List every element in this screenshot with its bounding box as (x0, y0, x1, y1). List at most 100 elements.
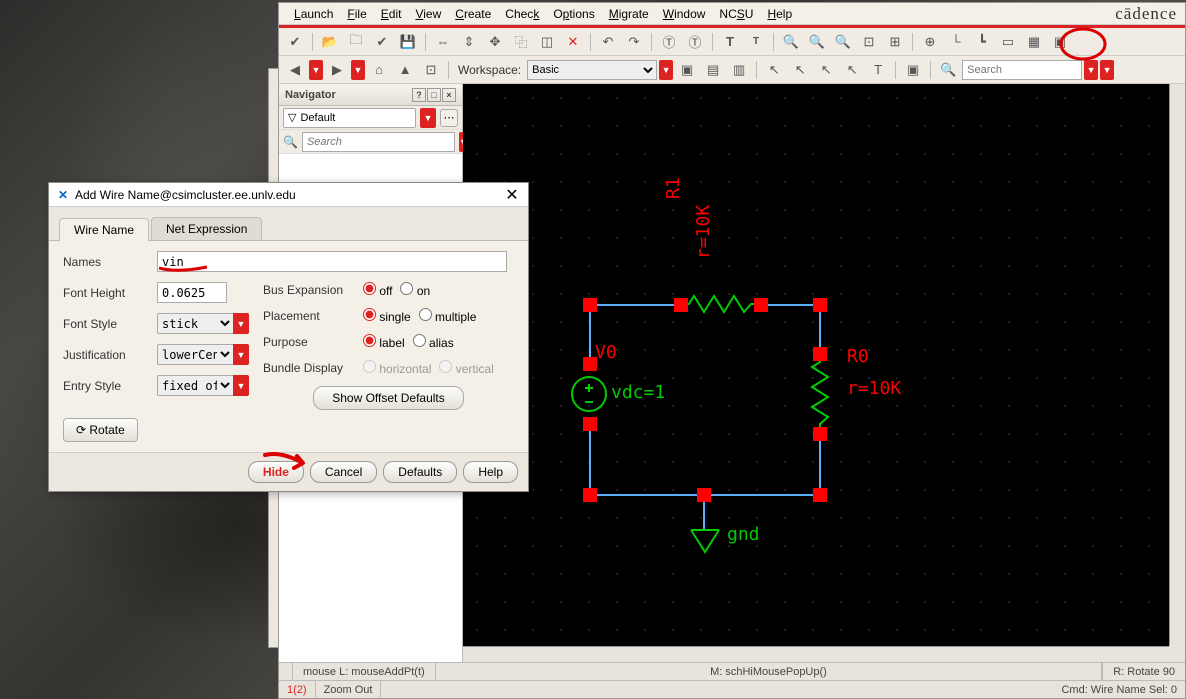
menu-help[interactable]: Help (760, 5, 799, 23)
node[interactable] (583, 298, 597, 312)
navigator-filter-dd[interactable]: ▼ (420, 108, 436, 128)
tb-ws-a-icon[interactable]: ▣ (675, 59, 699, 81)
placement-single-radio[interactable]: single (363, 308, 411, 324)
tb-pin-icon[interactable]: ⊕ (918, 31, 942, 53)
justification-select[interactable]: lowerCenter (157, 344, 233, 365)
entrystyle-dd-icon[interactable]: ▼ (233, 375, 249, 396)
tb-label-icon[interactable]: ▭ (996, 31, 1020, 53)
help-button[interactable]: Help (463, 461, 518, 483)
menu-ncsu[interactable]: NCSU (712, 5, 760, 23)
tb-note-icon[interactable]: ▣ (1048, 31, 1072, 53)
defaults-button[interactable]: Defaults (383, 461, 457, 483)
tb-text-bold-icon[interactable]: T (718, 31, 742, 53)
navigator-help-icon[interactable]: ? (412, 88, 426, 102)
tb-folder-icon[interactable]: 🗀 (344, 31, 368, 53)
hide-button[interactable]: Hide (248, 461, 304, 483)
fontstyle-dd-icon[interactable]: ▼ (233, 313, 249, 334)
fontheight-input[interactable] (157, 282, 227, 303)
wire-top-left[interactable] (589, 304, 681, 306)
tab-net-expression[interactable]: Net Expression (151, 217, 262, 240)
dialog-close-icon[interactable]: ✕ (502, 185, 522, 205)
tb-save-icon[interactable]: 💾 (396, 31, 420, 53)
menu-edit[interactable]: Edit (374, 5, 409, 23)
tb-height-icon[interactable]: ⇕ (457, 31, 481, 53)
tb-check-icon[interactable]: ✔ (283, 31, 307, 53)
tb-zoomout-icon[interactable]: 🔍 (805, 31, 829, 53)
navigator-filter-more-icon[interactable]: ⋯ (440, 109, 458, 127)
tb-text-small-icon[interactable]: T (744, 31, 768, 53)
node[interactable] (813, 347, 827, 361)
tb-zoomarea-icon[interactable]: ⊞ (883, 31, 907, 53)
toolbar-search-dd2[interactable]: ▼ (1100, 60, 1114, 80)
tb-sel-a-icon[interactable]: ↖ (762, 59, 786, 81)
menu-launch[interactable]: Launch (287, 5, 340, 23)
node[interactable] (697, 488, 711, 502)
tb-undo-icon[interactable]: ↶ (596, 31, 620, 53)
purpose-alias-radio[interactable]: alias (413, 334, 454, 350)
toolbar-search-input[interactable] (962, 60, 1082, 80)
navigator-close-icon[interactable]: × (442, 88, 456, 102)
resistor-r1[interactable] (681, 294, 761, 314)
tb-sel-text-icon[interactable]: T (866, 59, 890, 81)
busexp-on-radio[interactable]: on (400, 282, 430, 298)
tb-sel-c-icon[interactable]: ↖ (814, 59, 838, 81)
menu-file[interactable]: File (340, 5, 373, 23)
tb-zoomfit-icon[interactable]: 🔍 (831, 31, 855, 53)
wire-right-bot[interactable] (819, 434, 821, 494)
node[interactable] (674, 298, 688, 312)
resistor-r0[interactable] (810, 354, 830, 434)
node[interactable] (813, 488, 827, 502)
dialog-titlebar[interactable]: ✕ Add Wire Name@csimcluster.ee.unlv.edu … (49, 183, 528, 207)
purpose-label-radio[interactable]: label (363, 334, 405, 350)
show-offset-defaults-button[interactable]: Show Offset Defaults (313, 386, 464, 410)
fontstyle-select[interactable]: stick (157, 313, 233, 334)
menu-create[interactable]: Create (448, 5, 498, 23)
navigator-max-icon[interactable]: □ (427, 88, 441, 102)
menu-options[interactable]: Options (546, 5, 601, 23)
menu-check[interactable]: Check (498, 5, 546, 23)
placement-multiple-radio[interactable]: multiple (419, 308, 477, 324)
tb-move-icon[interactable]: ✥ (483, 31, 507, 53)
node[interactable] (583, 417, 597, 431)
rotate-button[interactable]: ⟳ Rotate (63, 418, 138, 442)
tb-open-icon[interactable]: 📂 (318, 31, 342, 53)
cancel-button[interactable]: Cancel (310, 461, 377, 483)
entrystyle-select[interactable]: fixed offset (157, 375, 233, 396)
menu-window[interactable]: Window (656, 5, 713, 23)
tb-delete-icon[interactable]: ✕ (561, 31, 585, 53)
node[interactable] (583, 488, 597, 502)
tb-checkfile-icon[interactable]: ✔ (370, 31, 394, 53)
wire-top-right[interactable] (761, 304, 821, 306)
tb-zoomin-icon[interactable]: 🔍 (779, 31, 803, 53)
names-input[interactable] (157, 251, 507, 272)
vsource-v0[interactable] (571, 364, 607, 424)
tb-ws-b-icon[interactable]: ▤ (701, 59, 725, 81)
tb-nav-back-icon[interactable]: ◀ (283, 59, 307, 81)
justification-dd-icon[interactable]: ▼ (233, 344, 249, 365)
tb-nav-home-icon[interactable]: ⌂ (367, 59, 391, 81)
tb-stretch-icon[interactable]: ◫ (535, 31, 559, 53)
tb-ws-c-icon[interactable]: ▥ (727, 59, 751, 81)
tb-redo-icon[interactable]: ↷ (622, 31, 646, 53)
toolbar-search-dd[interactable]: ▼ (1084, 60, 1098, 80)
wire-left-top[interactable] (589, 304, 591, 364)
tb-nav-fwd-icon[interactable]: ▶ (325, 59, 349, 81)
menu-migrate[interactable]: Migrate (602, 5, 656, 23)
tb-widewire-icon[interactable]: ┗ (970, 31, 994, 53)
tb-width-icon[interactable]: ⇔ (431, 31, 455, 53)
tb-filter-icon[interactable]: ▣ (901, 59, 925, 81)
node[interactable] (813, 298, 827, 312)
wire-left-bot[interactable] (589, 424, 591, 496)
tb-zoomsel-icon[interactable]: ⊡ (857, 31, 881, 53)
gnd-symbol[interactable] (685, 528, 725, 558)
tb-nav-back-dd[interactable]: ▼ (309, 60, 323, 80)
tb-nav-top-icon[interactable]: ⊡ (419, 59, 443, 81)
canvas-hscroll[interactable] (463, 646, 1169, 662)
canvas-vscroll[interactable] (1169, 84, 1185, 646)
busexp-off-radio[interactable]: off (363, 282, 392, 298)
tab-wire-name[interactable]: Wire Name (59, 218, 149, 241)
tb-instance-icon[interactable]: ▦ (1022, 31, 1046, 53)
menu-view[interactable]: View (408, 5, 448, 23)
tb-wire-icon[interactable]: └ (944, 31, 968, 53)
tb-prop-icon[interactable]: Ⓣ (657, 31, 681, 53)
